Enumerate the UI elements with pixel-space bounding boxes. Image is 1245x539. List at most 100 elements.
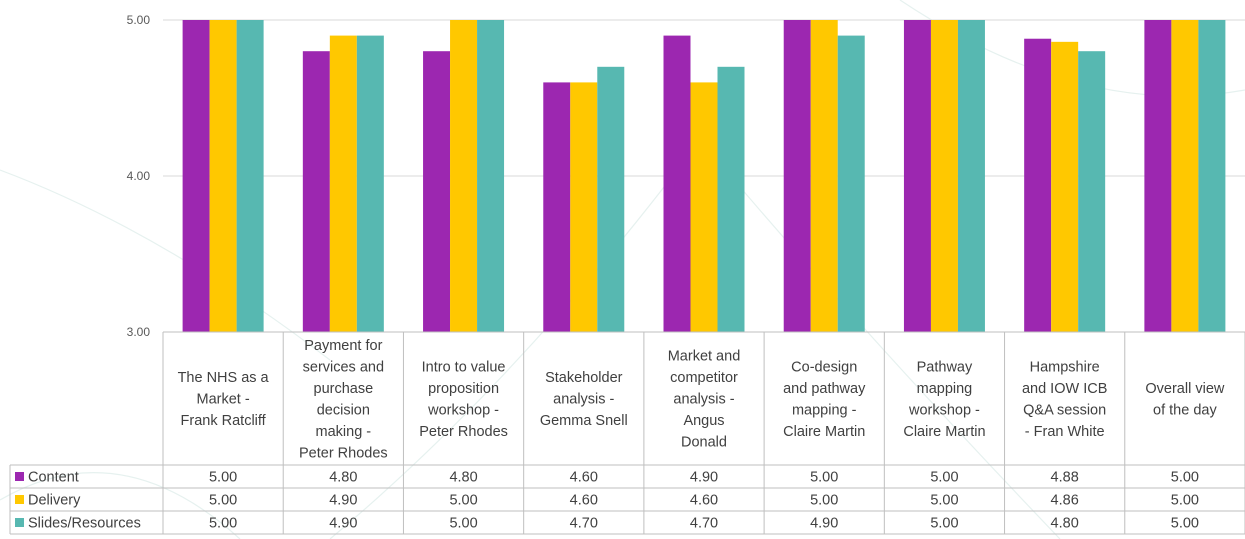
legend-swatch [15,518,24,527]
bar [717,66,745,333]
category-label-line: mapping - [792,402,857,418]
category-label: Overall view of the day [1145,381,1224,419]
bar [209,20,237,332]
data-label: 4.60 [570,470,598,486]
category-label-line: of the day [1153,402,1217,418]
bar [597,66,625,333]
data-label: 4.80 [449,470,477,486]
bar [477,20,505,332]
bar [1078,51,1106,332]
bar [930,20,958,332]
data-label: 5.00 [1171,493,1199,509]
legend-swatch [15,495,24,504]
data-label: 5.00 [810,493,838,509]
category-label-line: Angus [683,413,724,429]
category-label: Co-design and pathway mapping - Claire Mart… [783,359,866,440]
bar [302,51,330,332]
data-label: 5.00 [209,516,237,532]
data-label: 5.00 [930,470,958,486]
data-label: 5.00 [810,470,838,486]
category-label-line: analysis - [553,392,614,408]
category-label: Payment for services and purchase decision m… [299,338,388,462]
category-label-line: competitor [670,370,738,386]
data-label: 4.86 [1051,493,1079,509]
bars [182,20,1226,333]
category-label: Intro to value proposition workshop - Peter… [419,359,508,440]
bar [837,35,865,332]
bar [1198,20,1226,332]
category-label-line: - Fran White [1025,424,1105,440]
category-label-line: Claire Martin [903,424,985,440]
data-label: 5.00 [209,493,237,509]
category-label-line: and IOW ICB [1022,381,1107,397]
category-label-line: Overall view [1145,381,1224,397]
category-label-line: proposition [428,381,499,397]
category-label-line: Donald [681,435,727,451]
data-label: 5.00 [930,516,958,532]
data-label: 5.00 [449,493,477,509]
category-label: The NHS as a Market - Frank Ratcliff [178,370,270,429]
data-label: 5.00 [930,493,958,509]
bar [957,20,985,332]
category-label-line: making - [316,424,372,440]
legend-swatch [15,472,24,481]
data-label: 5.00 [1171,516,1199,532]
category-label-line: Gemma Snell [540,413,628,429]
category-label-line: workshop - [427,402,499,418]
bar [810,20,838,332]
bar [236,20,264,332]
bar [570,82,598,333]
category-label-line: analysis - [673,392,734,408]
category-label: Market and competitor analysis - Angus Donal… [668,349,741,451]
data-label: 4.80 [329,470,357,486]
bar [903,20,931,332]
category-label-line: Claire Martin [783,424,865,440]
category-label-line: mapping [917,381,973,397]
data-label: 4.70 [690,516,718,532]
bar [423,51,451,332]
bar [1051,41,1079,333]
category-label-line: workshop - [908,402,980,418]
category-label-line: Frank Ratcliff [181,413,267,429]
data-label: 4.90 [690,470,718,486]
bar [543,82,571,333]
data-label: 5.00 [209,470,237,486]
category-label-line: decision [317,402,370,418]
data-label: 4.60 [570,493,598,509]
data-label: 4.80 [1051,516,1079,532]
data-label: 5.00 [449,516,477,532]
data-label: 4.90 [810,516,838,532]
category-label-line: Peter Rhodes [299,445,388,461]
category-label-line: purchase [314,381,374,397]
category-label-line: and pathway [783,381,866,397]
bar [1024,38,1052,332]
data-label: 5.00 [1171,470,1199,486]
category-label-line: Pathway [917,359,973,375]
y-tick-label: 5.00 [127,13,151,27]
category-label-line: Hampshire [1030,359,1100,375]
category-label-line: Market and [668,349,741,365]
category-label-line: Q&A session [1023,402,1106,418]
data-table: The NHS as a Market - Frank Ratcliff Paymen… [9,331,1245,535]
data-label: 4.70 [570,516,598,532]
data-label: 4.60 [690,493,718,509]
category-label-line: Stakeholder [545,370,623,386]
bar [783,20,811,332]
bar [356,35,384,332]
bar [1171,20,1199,332]
legend-label: Content [28,470,79,486]
data-label: 4.90 [329,516,357,532]
bar [690,82,718,333]
bar [663,35,691,332]
category-label-line: Market - [197,392,250,408]
category-label-line: Co-design [791,359,857,375]
legend-label: Slides/Resources [28,516,141,532]
category-label-line: The NHS as a [178,370,270,386]
category-label-line: Payment for [304,338,382,354]
data-label: 4.90 [329,493,357,509]
bar [450,20,478,332]
y-tick-label: 3.00 [127,325,151,339]
category-label: Hampshire and IOW ICB Q&A session - Fran Wh… [1022,359,1107,440]
